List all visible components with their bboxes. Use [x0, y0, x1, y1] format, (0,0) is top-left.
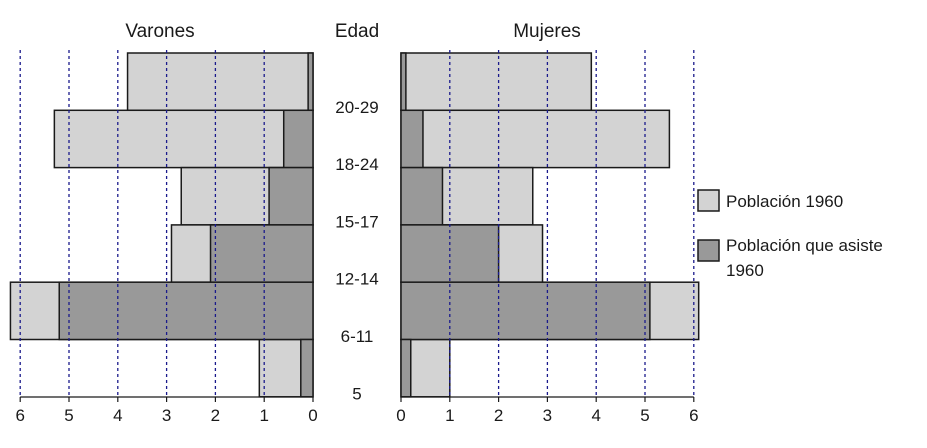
bar-mujeres-poblacion-que-asiste-20-29 — [400, 52, 407, 112]
age-category-labels: 20-29 18-24 15-17 12-14 6-11 5 — [335, 98, 378, 403]
x-tick-label-varones-1: 1 — [259, 406, 268, 425]
legend-swatch-poblacion-1960 — [697, 189, 720, 212]
x-tick-label-varones-6: 6 — [15, 406, 24, 425]
bar-mujeres-poblacion-que-asiste-15-17 — [400, 166, 444, 226]
x-tick-label-varones-3: 3 — [162, 406, 171, 425]
legend-label-poblacion-que-asiste: Población que asiste 1960 — [726, 236, 888, 280]
bar-varones-poblacion-que-asiste-18-24 — [282, 109, 314, 169]
bar-mujeres-poblacion-que-asiste-5 — [400, 338, 412, 398]
x-tick-label-mujeres-1: 1 — [445, 406, 454, 425]
x-tick-label-mujeres-2: 2 — [494, 406, 503, 425]
bar-mujeres-poblacion-1960-20-29 — [400, 52, 593, 112]
bar-mujeres-poblacion-1960-18-24 — [400, 109, 671, 169]
x-tick-label-varones-0: 0 — [308, 406, 317, 425]
bar-mujeres-poblacion-que-asiste-6-11 — [400, 281, 651, 341]
legend: Población 1960 Población que asiste 1960 — [697, 189, 888, 280]
bar-varones-poblacion-1960-20-29 — [126, 52, 314, 112]
legend-label-poblacion-1960: Población 1960 — [726, 192, 843, 211]
age-label-12-14: 12-14 — [335, 270, 378, 289]
bar-varones-poblacion-que-asiste-5 — [300, 338, 314, 398]
age-label-5: 5 — [352, 384, 361, 403]
bar-varones-poblacion-que-asiste-12-14 — [209, 224, 314, 283]
age-label-20-29: 20-29 — [335, 98, 378, 117]
x-tick-label-mujeres-5: 5 — [640, 406, 649, 425]
varones-panel: 0 1 2 3 4 5 6 — [9, 50, 318, 425]
bar-varones-poblacion-que-asiste-20-29 — [307, 52, 314, 112]
x-tick-label-mujeres-6: 6 — [689, 406, 698, 425]
x-tick-label-varones-5: 5 — [64, 406, 73, 425]
x-tick-label-varones-4: 4 — [113, 406, 122, 425]
x-tick-label-mujeres-0: 0 — [396, 406, 405, 425]
x-tick-label-mujeres-3: 3 — [543, 406, 552, 425]
bar-varones-poblacion-que-asiste-6-11 — [58, 281, 314, 341]
mujeres-panel: 0 1 2 3 4 5 6 — [396, 50, 700, 425]
bar-varones-poblacion-que-asiste-15-17 — [268, 166, 314, 226]
varones-panel-title: Varones — [125, 21, 194, 42]
bar-varones-poblacion-1960-18-24 — [53, 109, 314, 169]
center-axis-title: Edad — [335, 21, 379, 42]
mujeres-panel-title: Mujeres — [513, 21, 581, 42]
age-label-6-11: 6-11 — [341, 327, 374, 346]
age-label-15-17: 15-17 — [335, 212, 378, 231]
bar-mujeres-poblacion-que-asiste-18-24 — [400, 109, 424, 169]
x-tick-label-varones-2: 2 — [211, 406, 220, 425]
x-tick-label-mujeres-4: 4 — [591, 406, 600, 425]
legend-swatch-poblacion-que-asiste — [697, 239, 720, 262]
age-label-18-24: 18-24 — [335, 155, 378, 174]
